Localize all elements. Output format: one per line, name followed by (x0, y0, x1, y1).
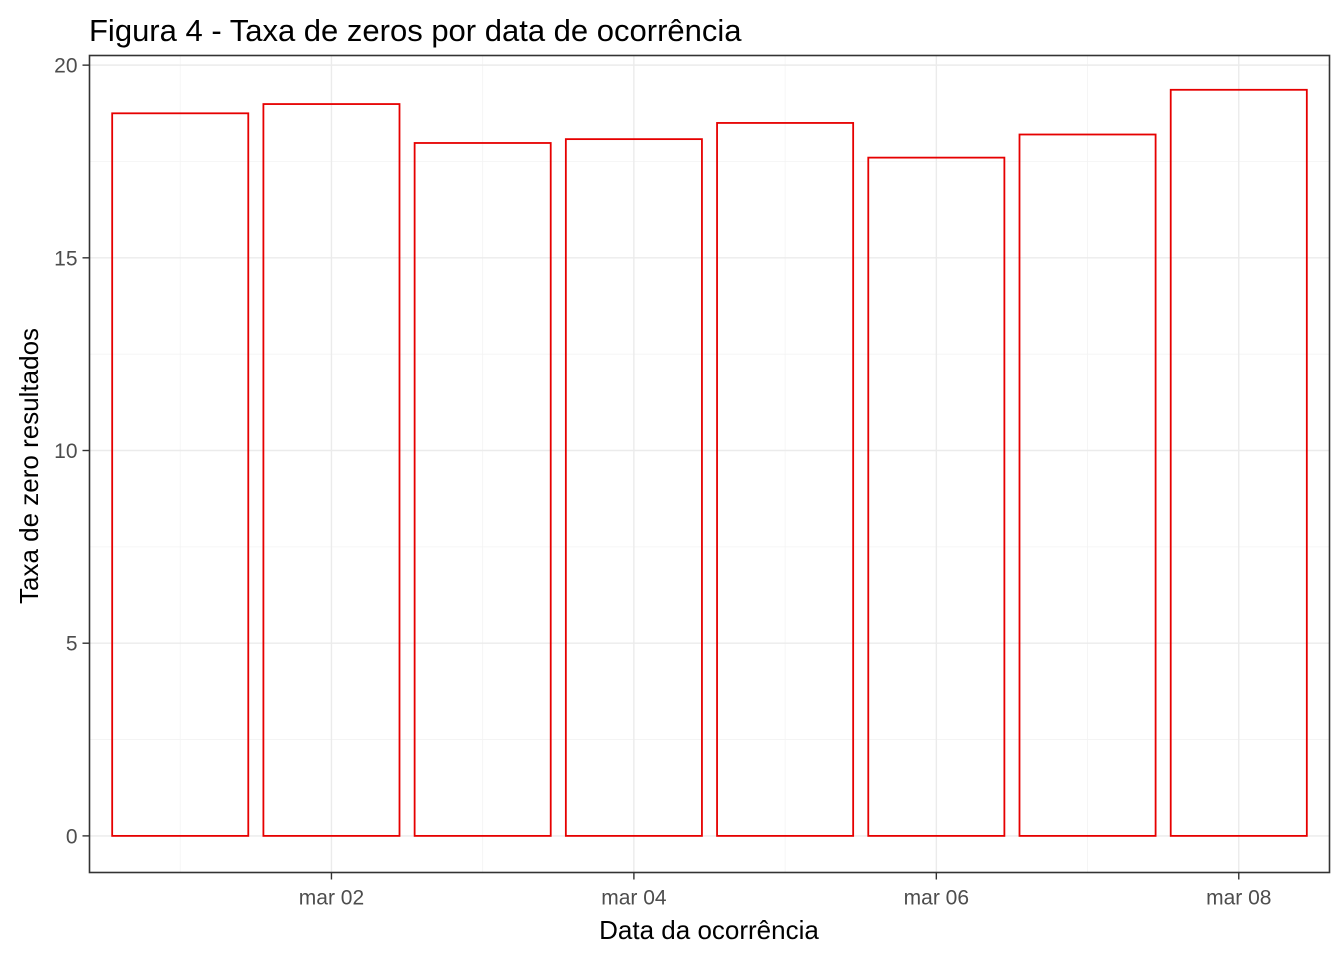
x-tick-label: mar 08 (1206, 887, 1271, 910)
bar-mar-08 (1169, 88, 1308, 837)
y-tick-label: 10 (54, 440, 77, 463)
bars (111, 88, 1308, 837)
bar-mar-05 (716, 122, 855, 837)
y-axis: 0 5 10 15 20 (54, 55, 90, 848)
y-axis-title: Taxa de zero resultados (14, 328, 44, 604)
y-tick-label: 5 (66, 633, 78, 656)
y-tick-label: 15 (54, 247, 77, 270)
bar-mar-01 (111, 112, 250, 837)
y-tick-label: 20 (54, 55, 77, 78)
x-tick-label: mar 02 (299, 887, 364, 910)
bar-mar-07 (1018, 133, 1157, 837)
grid-lines (89, 55, 1330, 873)
bar-mar-02 (262, 103, 401, 837)
chart-title: Figura 4 - Taxa de zeros por data de oco… (89, 13, 742, 48)
plot-panel-border (88, 54, 1331, 874)
x-axis-title: Data da ocorrência (599, 915, 819, 945)
x-tick-label: mar 06 (904, 887, 969, 910)
bar-mar-04 (564, 138, 703, 837)
bar-mar-03 (413, 142, 552, 837)
bar-mar-06 (867, 156, 1006, 837)
x-tick-label: mar 04 (601, 887, 667, 910)
x-axis: mar 02 mar 04 mar 06 mar 08 (299, 872, 1271, 910)
y-tick-label: 0 (66, 825, 78, 848)
